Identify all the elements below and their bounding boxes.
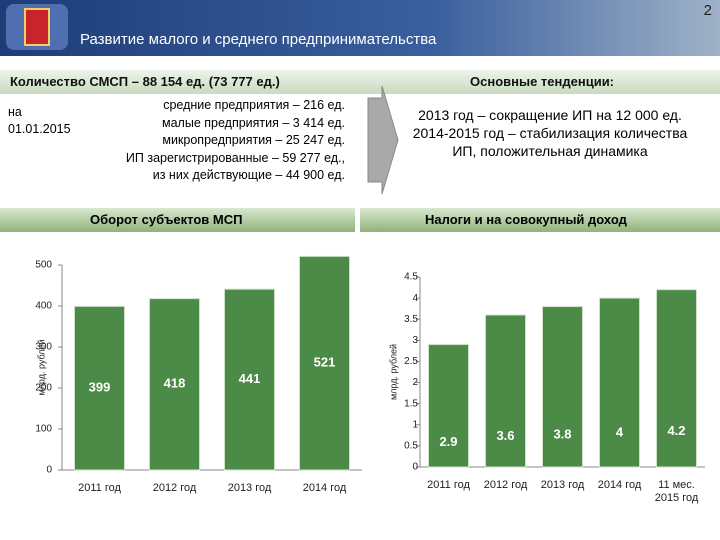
x-tick-label: 2014 год (597, 479, 642, 491)
y-tick-label: 0 (46, 465, 52, 476)
y-tick-label: 300 (35, 342, 52, 353)
y-tick-label: 0 (412, 462, 418, 473)
y-tick-label: 400 (35, 301, 52, 312)
y-tick-label: 3.5 (404, 314, 418, 325)
y-tick-label: 3 (412, 335, 418, 346)
y-tick-label: 4 (412, 293, 418, 304)
value-label: 399 (89, 380, 111, 395)
summary-item: микропредприятия – 25 247 ед. (162, 133, 345, 147)
bar (542, 306, 583, 468)
date-line: на (8, 105, 22, 119)
bar (656, 289, 697, 468)
y-tick-label: 100 (35, 424, 52, 435)
y-tick-label: 2 (412, 377, 418, 388)
arrow (367, 85, 399, 195)
x-tick-label: 2013 год (540, 479, 585, 491)
y-tick-label: 500 (35, 260, 52, 271)
bar (74, 305, 125, 471)
trends-list: 2013 год – сокращение ИП на 12 000 ед. 20… (385, 106, 715, 160)
summary-item: ИП зарегистрированные – 59 277 ед., (125, 150, 345, 165)
value-label: 2.9 (439, 434, 457, 449)
summary-item: из них действующие – 44 900 ед. (152, 168, 345, 182)
value-label: 4 (616, 425, 624, 440)
summary-list: средние предприятия – 216 ед. малые предп… (126, 97, 345, 185)
bar (149, 298, 200, 471)
y-tick-label: 200 (35, 383, 52, 394)
section-band (0, 70, 720, 94)
y-tick-label: 1 (412, 419, 418, 430)
value-label: 3.8 (553, 426, 571, 441)
summary-item: малые предприятия – 3 414 ед. (162, 115, 345, 130)
bar (485, 314, 526, 468)
x-tick-label: 2012 год (152, 482, 197, 494)
trend-line: 2014-2015 год – стабилизация количества (412, 125, 688, 141)
trend-line: ИП, положительная динамика (452, 143, 648, 159)
emblem (24, 8, 50, 46)
y-tick-label: 4.5 (404, 272, 418, 283)
value-label: 418 (164, 376, 186, 391)
bar (428, 344, 469, 468)
summary-item: средние предприятия – 216 ед. (163, 98, 345, 112)
value-label: 3.6 (496, 428, 514, 443)
chart-band (0, 208, 355, 232)
x-tick-label: 2014 год (302, 482, 347, 494)
value-label: 441 (239, 371, 261, 386)
x-tick-label: 2011 год (427, 479, 470, 491)
x-tick-label: 11 мес. 2015 год (654, 479, 699, 504)
x-tick-label: 2011 год (78, 482, 121, 494)
y-tick-label: 1.5 (404, 398, 418, 409)
trend-line: 2013 год – сокращение ИП на 12 000 ед. (418, 107, 682, 123)
date-line: 01.01.2015 (8, 122, 71, 136)
chart-title: Оборот субъектов МСП (90, 212, 243, 227)
chart-title: Налоги и на совокупный доход (425, 212, 627, 227)
x-tick-label: 2012 год (483, 479, 528, 491)
value-label: 4.2 (667, 423, 685, 438)
y-tick-label: 2.5 (404, 356, 418, 367)
summary-title: Количество СМСП – 88 154 ед. (73 777 ед.… (10, 74, 280, 89)
y-axis-label: млрд. рублей (36, 339, 46, 395)
chart-band (360, 208, 720, 232)
value-label: 521 (314, 355, 336, 370)
y-axis-label: млрд. рублей (388, 344, 398, 400)
header-bar (0, 0, 720, 56)
x-tick-label: 2013 год (227, 482, 272, 494)
slide-number: 2 (703, 2, 712, 19)
trends-title: Основные тенденции: (470, 74, 615, 89)
y-tick-label: 0.5 (404, 441, 418, 452)
bar (299, 255, 350, 471)
bar (224, 288, 275, 471)
bar (599, 297, 640, 468)
header-title: Развитие малого и среднего предпринимате… (80, 31, 437, 48)
